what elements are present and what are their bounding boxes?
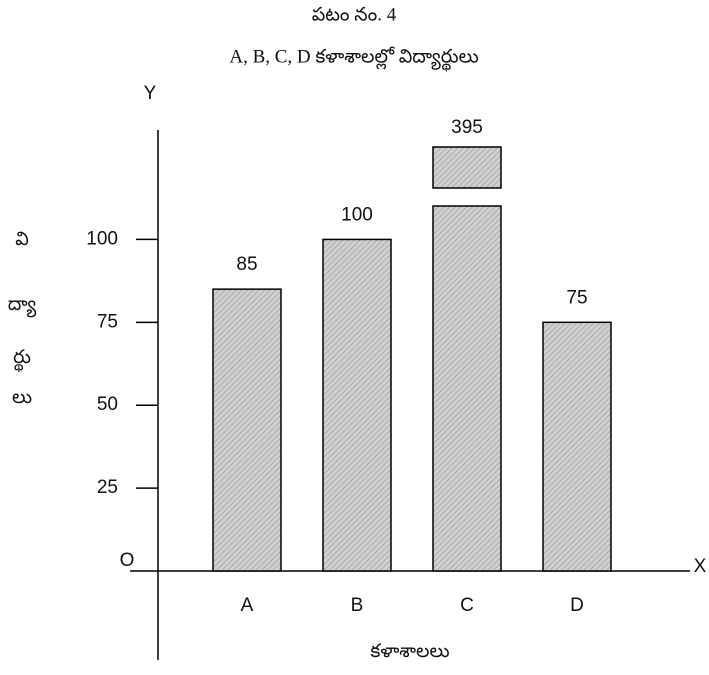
bar [322,238,392,572]
value-label: 75 [566,287,587,308]
value-label: 100 [341,204,373,225]
x-tick-label: C [460,595,474,616]
y-axis-label: లు [12,387,32,408]
value-label: 395 [451,117,483,138]
y-tick-label: 25 [97,477,118,498]
origin-label: O [120,550,135,571]
chart-title: పటం నం. 4 [312,4,397,25]
bar [432,205,502,572]
y-axis-label: వి [15,229,29,250]
y-axis-label: ర్థు [13,347,31,372]
y-tick-label: 100 [86,228,118,249]
value-label: 85 [236,254,257,275]
chart-subtitle: A, B, C, D కళాశాలల్లో విద్యార్థులు [229,46,478,71]
y-tick-label: 50 [97,394,118,415]
bar [212,288,282,572]
y-axis-name: Y [144,83,157,104]
y-tick-label: 75 [97,311,118,332]
y-axis-label: ద్యా [8,294,37,318]
x-axis-name: X [694,556,707,577]
x-tick-label: D [570,595,584,616]
bar [542,321,612,572]
x-axis-label: కళాశాలలు [370,641,449,662]
x-tick-label: A [241,595,254,616]
x-tick-label: B [351,595,364,616]
bar-break-top [432,146,502,189]
